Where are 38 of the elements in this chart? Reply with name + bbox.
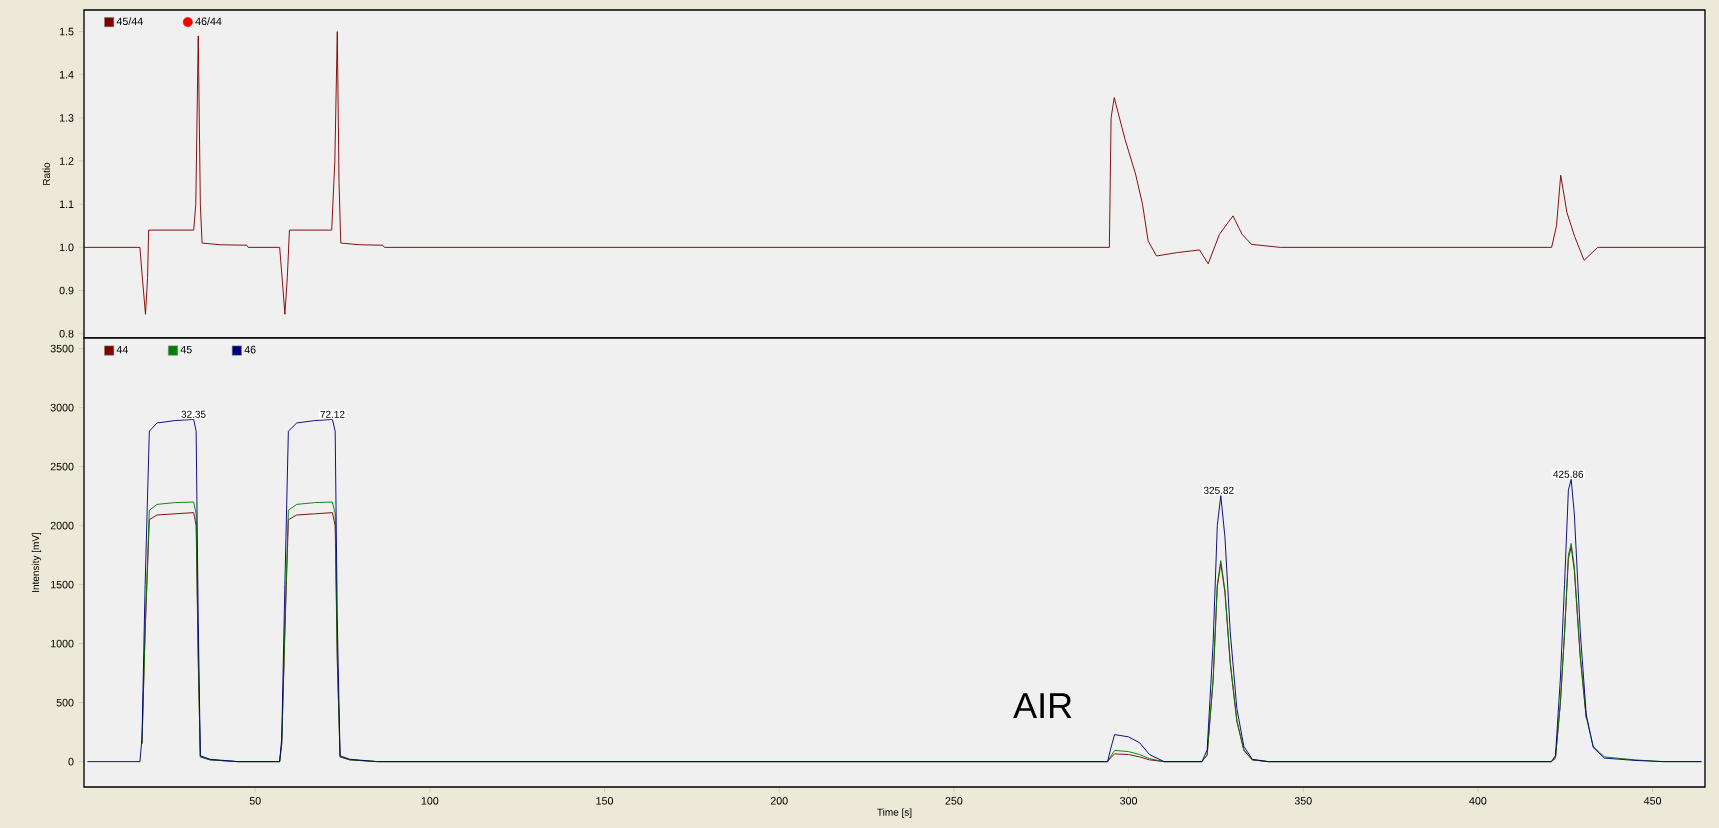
- x-axis-title: Time [s]: [877, 808, 912, 818]
- y-tick-label: 2000: [50, 521, 74, 530]
- x-tick-label: 300: [1120, 797, 1138, 805]
- x-tick-label: 150: [596, 797, 614, 805]
- annotation: 325.82: [1203, 486, 1234, 494]
- y-tick-label: 0.9: [59, 286, 74, 295]
- x-tick-label: 250: [945, 797, 963, 805]
- x-tick-label: 200: [770, 797, 788, 805]
- x-tick-label: 400: [1469, 797, 1487, 805]
- legend-label: 46/44: [195, 17, 222, 26]
- annotation: 32.35: [181, 410, 206, 418]
- y-tick-label: 1500: [51, 580, 74, 589]
- x-tick-label: 50: [249, 797, 261, 805]
- y-tick-label: 1.1: [59, 200, 74, 208]
- x-tick-label: 350: [1294, 797, 1312, 805]
- y-tick-label: 1.2: [59, 157, 74, 165]
- x-tick-label: 450: [1643, 797, 1662, 805]
- y-tick-label: 1.0: [59, 243, 74, 252]
- annotation: 425.86: [1553, 470, 1584, 478]
- y-tick-label: 500: [56, 698, 74, 707]
- y-axis-title: Intensity [mV]: [31, 532, 42, 592]
- annotation: 72.12: [320, 410, 345, 418]
- x-tick-label: 100: [421, 797, 439, 805]
- y-tick-label: 1000: [51, 639, 74, 648]
- y-tick-label: 2500: [50, 462, 74, 471]
- y-tick-label: 1.5: [59, 27, 74, 36]
- y-tick-label: 1.3: [59, 114, 74, 122]
- legend-label: 44: [116, 345, 129, 354]
- legend-label: 45: [180, 345, 192, 354]
- y-tick-label: 3000: [50, 403, 74, 412]
- legend-label: 46: [244, 345, 256, 354]
- y-tick-label: 3500: [50, 344, 74, 353]
- y-tick-label: 0: [68, 757, 74, 766]
- y-axis-title: Ratio: [42, 162, 50, 185]
- legend-label: 45/44: [116, 17, 143, 26]
- y-tick-label: 0.8: [59, 329, 74, 338]
- annotation: AIR: [1013, 693, 1072, 719]
- y-tick-label: 1.4: [59, 71, 74, 79]
